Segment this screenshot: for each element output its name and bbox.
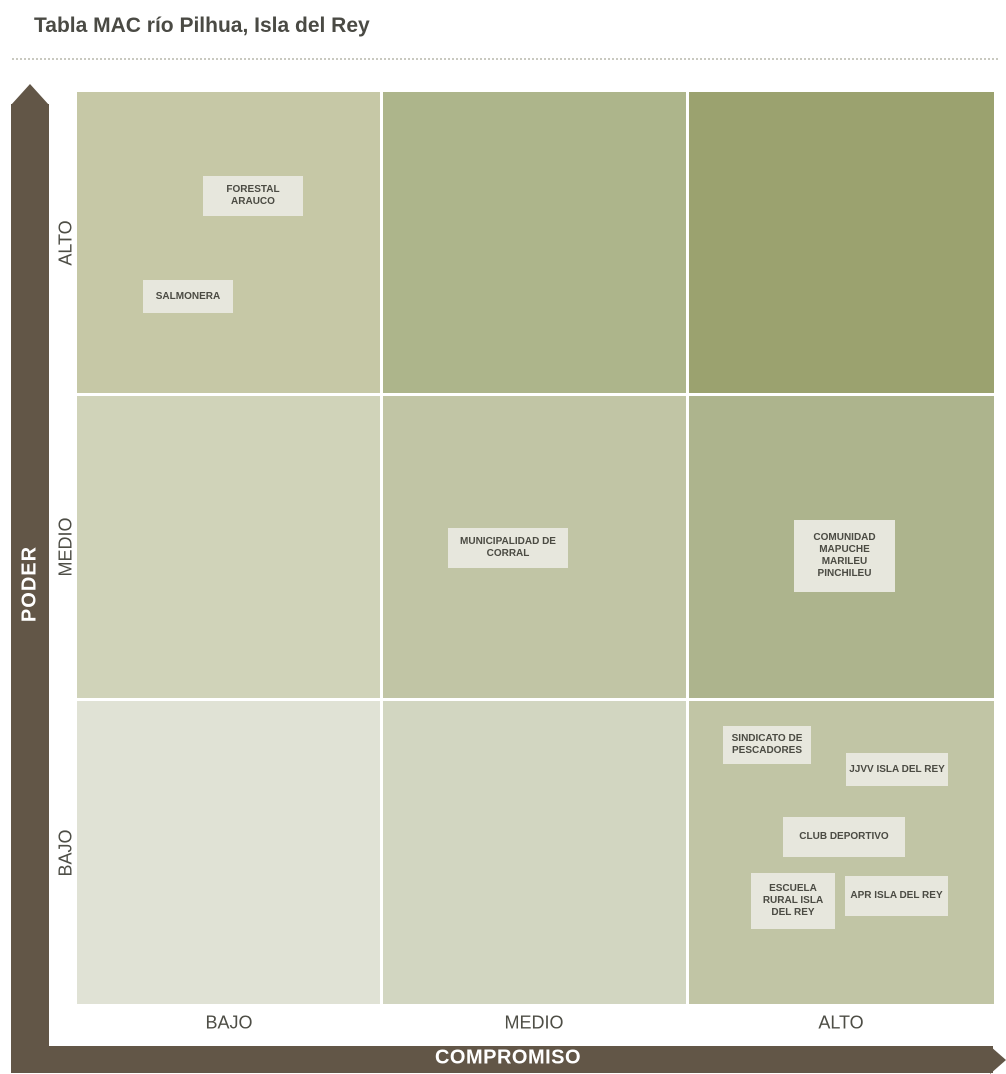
x-axis-bar — [11, 1046, 993, 1073]
cell-poder-bajo-compromiso-alto: SINDICATO DE PESCADORES JJVV ISLA DEL RE… — [689, 701, 994, 1004]
power-commitment-matrix: FORESTAL ARAUCO SALMONERA MUNICIPALIDAD … — [77, 92, 994, 1004]
y-axis-title: PODER — [18, 545, 41, 623]
cell-poder-bajo-compromiso-medio — [383, 701, 686, 1004]
title-divider — [12, 58, 998, 60]
y-axis-arrowhead — [11, 84, 49, 105]
x-level-label-bajo: BAJO — [205, 1012, 253, 1033]
chart-title: Tabla MAC río Pilhua, Isla del Rey — [34, 14, 370, 37]
y-axis-bar — [11, 104, 49, 1058]
cell-poder-bajo-compromiso-bajo — [77, 701, 380, 1004]
cell-poder-alto-compromiso-bajo: FORESTAL ARAUCO SALMONERA — [77, 92, 380, 393]
actor-box: MUNICIPALIDAD DE CORRAL — [448, 528, 568, 568]
y-level-label-medio: MEDIO — [55, 517, 76, 577]
y-level-label-alto: ALTO — [55, 220, 76, 266]
actor-box: CLUB DEPORTIVO — [783, 817, 905, 857]
actor-box: SALMONERA — [143, 280, 233, 313]
cell-poder-medio-compromiso-bajo — [77, 396, 380, 698]
y-level-label-bajo: BAJO — [55, 829, 76, 877]
actor-box: FORESTAL ARAUCO — [203, 176, 303, 216]
cell-poder-alto-compromiso-alto — [689, 92, 994, 393]
x-level-label-medio: MEDIO — [504, 1012, 564, 1033]
actor-box: JJVV ISLA DEL REY — [846, 753, 948, 786]
x-axis-arrowhead — [990, 1046, 1006, 1074]
actor-box: ESCUELA RURAL ISLA DEL REY — [751, 873, 835, 929]
cell-poder-alto-compromiso-medio — [383, 92, 686, 393]
actor-box: APR ISLA DEL REY — [845, 876, 948, 916]
cell-poder-medio-compromiso-medio: MUNICIPALIDAD DE CORRAL — [383, 396, 686, 698]
actor-box: SINDICATO DE PESCADORES — [723, 726, 811, 764]
actor-box: COMUNIDAD MAPUCHE MARILEU PINCHILEU — [794, 520, 895, 592]
x-level-label-alto: ALTO — [818, 1012, 864, 1033]
cell-poder-medio-compromiso-alto: COMUNIDAD MAPUCHE MARILEU PINCHILEU — [689, 396, 994, 698]
x-axis-title: COMPROMISO — [434, 1046, 582, 1069]
